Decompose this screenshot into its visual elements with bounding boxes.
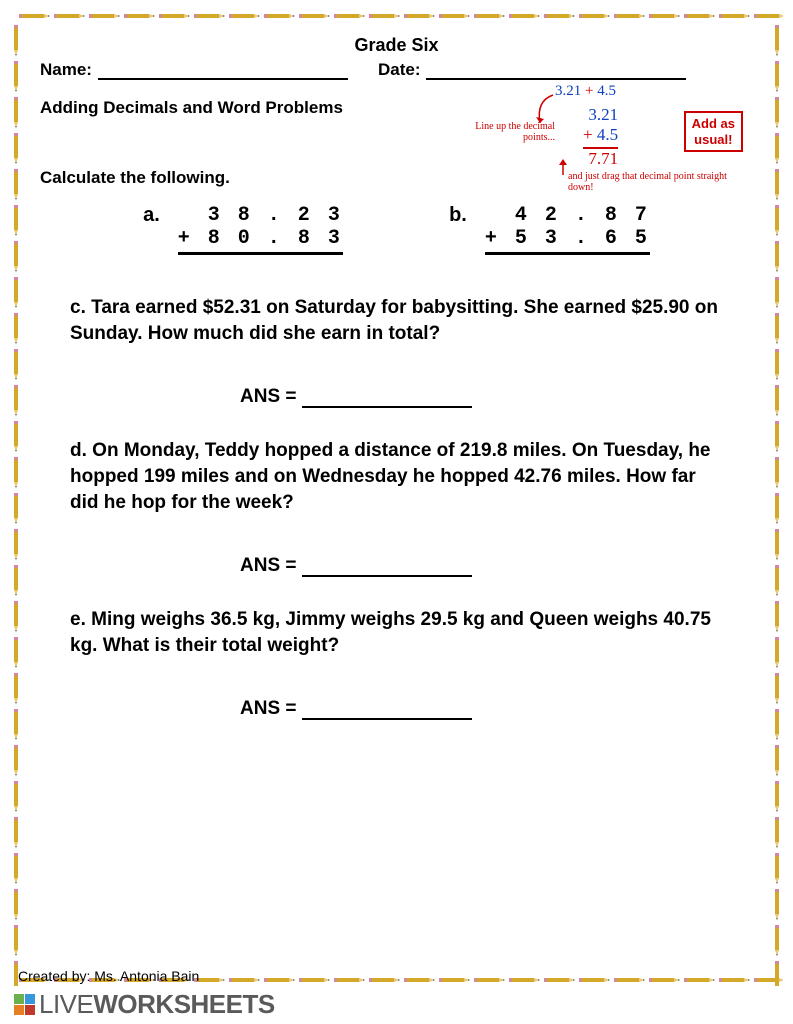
answer-blank-e[interactable] — [302, 718, 472, 720]
calculation-row: a. 3 8 . 2 3 + 8 0 . 8 3 b. 4 2 . 8 7 + … — [90, 204, 703, 255]
date-blank[interactable] — [426, 62, 686, 80]
credit-text: Created by: Ms. Antonia Bain — [18, 968, 199, 984]
name-field: Name: — [40, 60, 348, 80]
date-label: Date: — [378, 60, 421, 80]
example-equation: 3.21 + 4.5 — [555, 83, 616, 100]
problem-e: e. Ming weighs 36.5 kg, Jimmy weighs 29.… — [70, 607, 723, 658]
answer-blank-d[interactable] — [302, 575, 472, 577]
answer-d: ANS = — [240, 555, 753, 577]
name-label: Name: — [40, 60, 92, 80]
answer-e: ANS = — [240, 698, 753, 720]
name-date-row: Name: Date: — [40, 60, 753, 80]
worksheet-content: Grade Six Name: Date: Adding Decimals an… — [40, 35, 753, 969]
watermark-icon — [14, 994, 35, 1015]
problem-d: d. On Monday, Teddy hopped a distance of… — [70, 438, 723, 515]
example-stack: 3.21 + 4.5 7.71 — [583, 105, 618, 169]
answer-blank-c[interactable] — [302, 406, 472, 408]
example-note-lineup: Line up the decimal points... — [455, 121, 555, 143]
problem-c: c. Tara earned $52.31 on Saturday for ba… — [70, 295, 723, 346]
page-title: Grade Six — [40, 35, 753, 56]
answer-c: ANS = — [240, 386, 753, 408]
name-blank[interactable] — [98, 62, 348, 80]
calc-a: a. 3 8 . 2 3 + 8 0 . 8 3 — [143, 204, 343, 255]
example-diagram: 3.21 + 4.5 Line up the decimal points...… — [463, 83, 753, 203]
example-note-drag: and just drag that decimal point straigh… — [568, 171, 753, 193]
add-as-usual-box: Add as usual! — [684, 111, 743, 152]
liveworksheets-watermark: LIVEWORKSHEETS — [14, 989, 275, 1020]
date-field: Date: — [378, 60, 687, 80]
calc-b: b. 4 2 . 8 7 + 5 3 . 6 5 — [449, 204, 650, 255]
